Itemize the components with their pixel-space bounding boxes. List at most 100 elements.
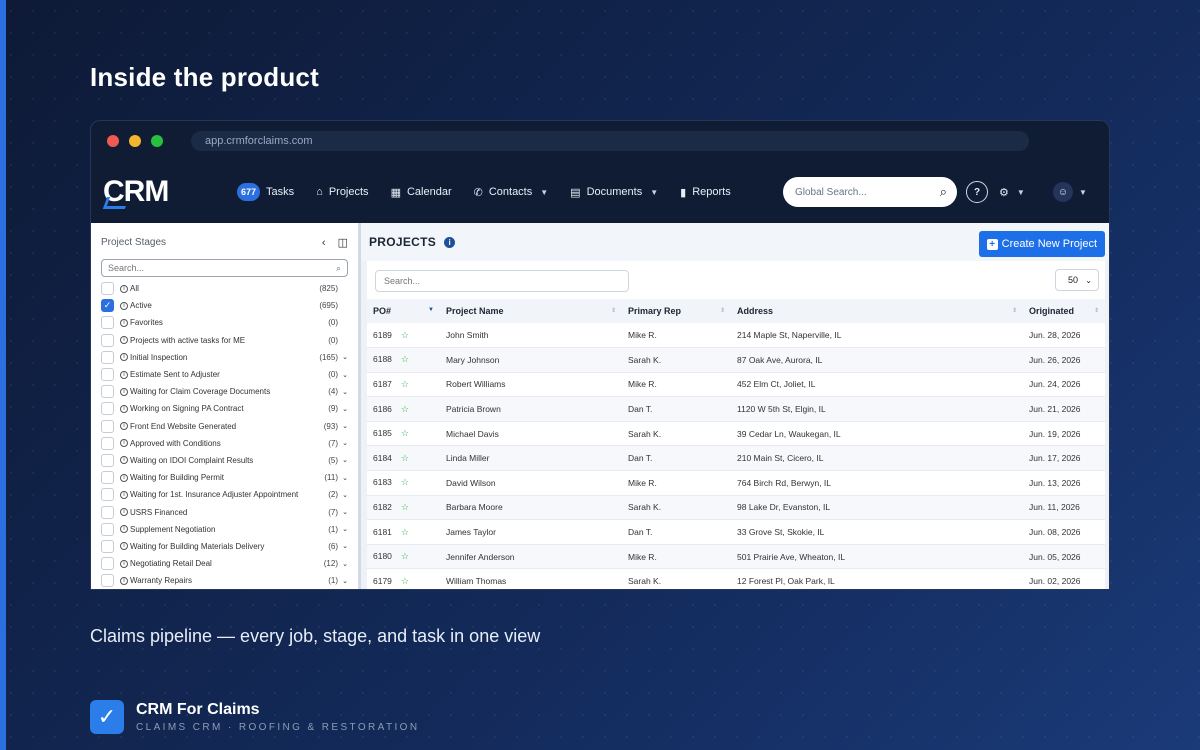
- column-originated[interactable]: Originated ⇕: [1023, 299, 1105, 323]
- chevron-down-icon[interactable]: ⌄: [342, 526, 348, 534]
- stage-item[interactable]: i Working on Signing PA Contract (9) ⌄: [101, 400, 348, 417]
- info-icon[interactable]: i: [120, 508, 128, 517]
- stage-item[interactable]: i Waiting for Building Permit (11) ⌄: [101, 469, 348, 486]
- info-icon[interactable]: i: [120, 370, 128, 379]
- project-name-cell[interactable]: David Wilson: [440, 470, 622, 496]
- info-icon[interactable]: i: [120, 422, 128, 431]
- table-row[interactable]: 6187 ☆ Robert Williams Mike R. 452 Elm Ct, J…: [367, 372, 1105, 398]
- info-icon[interactable]: i: [120, 387, 128, 396]
- table-row[interactable]: 6180 ☆ Jennifer Anderson Mike R. 501 Prairie…: [367, 544, 1105, 570]
- nav-contacts[interactable]: ✆ Contacts ▼: [474, 186, 549, 199]
- crm-logo[interactable]: CRM: [102, 175, 223, 209]
- chevron-down-icon[interactable]: ⌄: [342, 474, 348, 482]
- nav-documents[interactable]: ▤ Documents ▼: [570, 186, 658, 199]
- stage-checkbox[interactable]: [101, 453, 114, 467]
- chevron-down-icon[interactable]: ⌄: [342, 491, 348, 499]
- info-icon[interactable]: i: [120, 439, 128, 448]
- stage-checkbox[interactable]: [101, 333, 114, 347]
- po-cell[interactable]: 6179 ☆: [367, 568, 440, 589]
- column-po[interactable]: PO# ▼: [367, 299, 440, 323]
- star-icon[interactable]: ☆: [400, 526, 409, 537]
- star-icon[interactable]: ☆: [400, 551, 409, 562]
- star-icon[interactable]: ☆: [400, 378, 409, 389]
- stage-item[interactable]: i USRS Financed (7) ⌄: [101, 503, 348, 520]
- star-icon[interactable]: ☆: [400, 403, 409, 414]
- star-icon[interactable]: ☆: [400, 329, 409, 340]
- po-cell[interactable]: 6185 ☆: [367, 421, 440, 447]
- info-icon[interactable]: i: [120, 473, 128, 482]
- info-icon[interactable]: i: [120, 336, 128, 345]
- stage-checkbox[interactable]: [101, 282, 114, 296]
- project-name-cell[interactable]: Michael Davis: [440, 421, 622, 447]
- project-name-cell[interactable]: James Taylor: [440, 519, 622, 545]
- po-cell[interactable]: 6183 ☆: [367, 470, 440, 496]
- stage-checkbox[interactable]: [101, 471, 114, 485]
- stage-item[interactable]: i Waiting for Claim Coverage Documents (4)…: [101, 383, 348, 400]
- stage-checkbox[interactable]: [101, 505, 114, 519]
- star-icon[interactable]: ☆: [400, 428, 409, 439]
- chevron-down-icon[interactable]: ⌄: [342, 388, 348, 396]
- stage-checkbox[interactable]: [101, 539, 114, 553]
- stage-checkbox[interactable]: [101, 522, 114, 536]
- address-bar[interactable]: app.crmforclaims.com: [191, 131, 1029, 151]
- info-icon[interactable]: i: [120, 318, 128, 327]
- star-icon[interactable]: ☆: [400, 501, 409, 512]
- stage-item[interactable]: i Waiting on IDOI Complaint Results (5) ⌄: [101, 452, 348, 469]
- stages-search-input[interactable]: Search... ⌕: [101, 259, 348, 277]
- sort-icon[interactable]: ⇕: [610, 308, 616, 314]
- star-icon[interactable]: ☆: [400, 354, 409, 365]
- project-name-cell[interactable]: Jennifer Anderson: [440, 544, 622, 570]
- star-icon[interactable]: ☆: [400, 477, 409, 488]
- info-icon[interactable]: i: [120, 284, 128, 293]
- star-icon[interactable]: ☆: [400, 575, 409, 586]
- maximize-window-dot[interactable]: [151, 135, 163, 147]
- stage-checkbox[interactable]: [101, 316, 114, 330]
- info-icon[interactable]: i: [120, 353, 128, 362]
- table-row[interactable]: 6183 ☆ David Wilson Mike R. 764 Birch Rd, Be…: [367, 470, 1105, 496]
- chevron-down-icon[interactable]: ⌄: [342, 440, 348, 448]
- stage-item[interactable]: i Front End Website Generated (93) ⌄: [101, 418, 348, 435]
- search-icon[interactable]: ⌕: [939, 184, 947, 199]
- stage-checkbox[interactable]: [101, 402, 114, 416]
- table-row[interactable]: 6186 ☆ Patricia Brown Dan T. 1120 W 5th St, …: [367, 396, 1105, 422]
- po-cell[interactable]: 6182 ☆: [367, 495, 440, 521]
- po-cell[interactable]: 6180 ☆: [367, 544, 440, 570]
- project-name-cell[interactable]: William Thomas: [440, 568, 622, 589]
- settings-button[interactable]: ⚙ ▼: [999, 181, 1033, 203]
- column-address[interactable]: Address ⇕: [731, 299, 1023, 323]
- user-menu-button[interactable]: ☺ ▼: [1053, 181, 1089, 203]
- stage-item[interactable]: i Initial Inspection (165) ⌄: [101, 349, 348, 366]
- stage-checkbox[interactable]: [101, 368, 114, 382]
- projects-search-input[interactable]: Search...: [375, 270, 629, 292]
- stage-checkbox[interactable]: [101, 436, 114, 450]
- stage-item[interactable]: i Warranty Repairs (1) ⌄: [101, 572, 348, 589]
- create-new-project-button[interactable]: + Create New Project: [978, 231, 1105, 257]
- collapse-left-icon[interactable]: ‹: [321, 236, 326, 249]
- table-row[interactable]: 6185 ☆ Michael Davis Sarah K. 39 Cedar Ln, W…: [367, 421, 1105, 447]
- chevron-down-icon[interactable]: ⌄: [342, 405, 348, 413]
- stage-checkbox[interactable]: [101, 557, 114, 571]
- stage-checkbox[interactable]: [101, 488, 114, 502]
- chevron-down-icon[interactable]: ⌄: [342, 509, 348, 517]
- info-icon[interactable]: i: [444, 236, 456, 248]
- chevron-down-icon[interactable]: ⌄: [342, 560, 348, 568]
- stage-item[interactable]: i Supplement Negotiation (1) ⌄: [101, 521, 348, 538]
- project-name-cell[interactable]: John Smith: [440, 323, 622, 349]
- info-icon[interactable]: i: [120, 490, 128, 499]
- minimize-window-dot[interactable]: [129, 135, 141, 147]
- po-cell[interactable]: 6184 ☆: [367, 445, 440, 472]
- info-icon[interactable]: i: [120, 559, 128, 568]
- po-cell[interactable]: 6187 ☆: [367, 372, 440, 398]
- po-cell[interactable]: 6181 ☆: [367, 519, 440, 545]
- stage-item[interactable]: i Waiting for 1st. Insurance Adjuster App…: [101, 486, 348, 503]
- page-size-select[interactable]: 50 ⌄: [1055, 269, 1099, 291]
- po-cell[interactable]: 6189 ☆: [367, 323, 440, 349]
- chevron-down-icon[interactable]: ⌄: [342, 457, 348, 465]
- nav-reports[interactable]: ▮ Reports: [680, 186, 731, 199]
- sort-icon[interactable]: ⇕: [719, 308, 725, 314]
- project-name-cell[interactable]: Robert Williams: [440, 372, 622, 398]
- stage-checkbox[interactable]: [101, 574, 114, 588]
- chevron-down-icon[interactable]: ⌄: [342, 354, 348, 362]
- nav-calendar[interactable]: ▦ Calendar: [391, 186, 452, 199]
- chevron-down-icon[interactable]: ⌄: [342, 423, 348, 431]
